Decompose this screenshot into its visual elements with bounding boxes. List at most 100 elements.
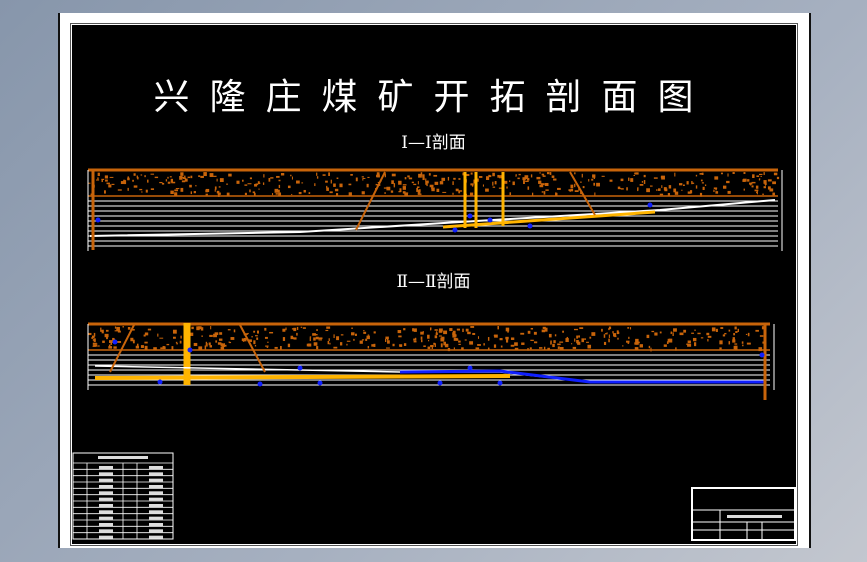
overburden-gravel	[385, 336, 389, 340]
overburden-gravel	[333, 183, 336, 187]
overburden-gravel	[505, 336, 509, 340]
overburden-gravel	[97, 177, 99, 180]
overburden-gravel	[313, 337, 316, 341]
overburden-gravel	[713, 187, 718, 190]
overburden-gravel	[127, 187, 129, 191]
overburden-gravel	[732, 337, 735, 340]
overburden-gravel	[458, 190, 461, 194]
overburden-gravel	[241, 338, 246, 342]
section-1-label: Ⅰ—Ⅰ剖面	[401, 133, 466, 153]
overburden-gravel	[244, 184, 248, 186]
overburden-gravel	[174, 189, 179, 192]
overburden-gravel	[132, 179, 134, 182]
overburden-gravel	[603, 341, 607, 345]
overburden-gravel	[333, 346, 338, 349]
overburden-gravel	[354, 333, 357, 336]
overburden-gravel	[309, 337, 311, 342]
overburden-gravel	[701, 172, 704, 175]
overburden-gravel	[209, 345, 213, 348]
overburden-gravel	[722, 185, 727, 189]
overburden-gravel	[399, 188, 402, 193]
overburden-gravel	[456, 338, 459, 341]
overburden-gravel	[413, 340, 417, 343]
overburden-gravel	[181, 176, 185, 179]
overburden-gravel	[264, 336, 268, 339]
overburden-gravel	[403, 343, 407, 346]
overburden-gravel	[666, 341, 669, 344]
overburden-gravel	[541, 329, 546, 333]
overburden-gravel	[326, 326, 331, 329]
overburden-gravel	[230, 337, 235, 340]
legend-table-cell-text	[149, 485, 163, 488]
overburden-gravel	[256, 337, 259, 340]
overburden-gravel	[141, 345, 143, 348]
overburden-gravel	[635, 338, 639, 343]
overburden-gravel	[257, 330, 259, 334]
overburden-gravel	[427, 346, 431, 349]
overburden-gravel	[559, 341, 564, 343]
overburden-gravel	[120, 181, 124, 185]
overburden-gravel	[586, 341, 589, 343]
overburden-gravel	[316, 172, 318, 176]
overburden-gravel	[285, 327, 287, 331]
overburden-gravel	[510, 337, 515, 340]
legend-table-cell-text	[149, 535, 163, 539]
overburden-gravel	[608, 334, 610, 338]
legend-table-cell-text	[99, 478, 113, 482]
overburden-gravel	[452, 330, 456, 334]
overburden-gravel	[509, 180, 511, 182]
overburden-gravel	[452, 181, 454, 185]
overburden-gravel	[200, 327, 204, 331]
overburden-gravel	[274, 346, 278, 349]
water-point	[647, 202, 653, 208]
overburden-gravel	[258, 188, 260, 190]
overburden-gravel	[208, 342, 211, 346]
overburden-gravel	[674, 172, 676, 177]
overburden-gravel	[376, 174, 378, 178]
overburden-gravel	[367, 176, 370, 179]
overburden-gravel	[619, 188, 621, 190]
overburden-gravel	[229, 341, 232, 344]
overburden-gravel	[658, 188, 661, 191]
overburden-gravel	[539, 172, 541, 174]
main-roadway	[94, 374, 511, 380]
overburden-gravel	[675, 347, 677, 351]
overburden-gravel	[634, 347, 639, 350]
overburden-gravel	[171, 346, 174, 350]
overburden-gravel	[734, 345, 738, 350]
overburden-gravel	[687, 343, 692, 347]
overburden-gravel	[510, 344, 515, 347]
overburden-gravel	[626, 187, 628, 191]
overburden-gravel	[127, 327, 131, 330]
overburden-gravel	[131, 328, 135, 331]
overburden-gravel	[477, 336, 480, 339]
legend-table-cell-text	[99, 466, 113, 469]
overburden-gravel	[325, 180, 328, 183]
overburden-gravel	[100, 330, 103, 332]
overburden-gravel	[326, 187, 329, 191]
overburden-gravel	[747, 332, 750, 337]
overburden-gravel	[578, 335, 580, 338]
water-point	[317, 380, 323, 386]
overburden-gravel	[417, 193, 422, 195]
overburden-gravel	[486, 176, 490, 180]
overburden-gravel	[483, 343, 485, 346]
overburden-gravel	[359, 340, 363, 344]
overburden-gravel	[96, 179, 100, 181]
overburden-gravel	[173, 336, 176, 339]
overburden-gravel	[617, 337, 619, 340]
overburden-gravel	[166, 343, 170, 346]
overburden-gravel	[620, 178, 624, 182]
overburden-gravel	[318, 337, 323, 340]
overburden-gravel	[206, 343, 208, 347]
overburden-gravel	[449, 328, 453, 332]
overburden-gravel	[683, 329, 687, 333]
overburden-gravel	[543, 191, 546, 195]
overburden-gravel	[581, 338, 585, 343]
inclined-fault	[355, 171, 386, 231]
legend-table-cell-text	[149, 497, 163, 501]
overburden-gravel	[758, 178, 761, 180]
overburden-gravel	[425, 178, 427, 182]
overburden-gravel	[649, 185, 653, 187]
